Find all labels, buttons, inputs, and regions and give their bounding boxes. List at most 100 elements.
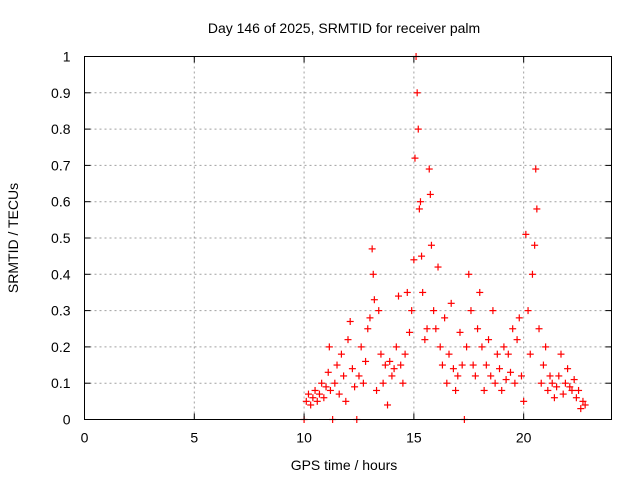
y-tick-label: 0.7 [51,157,71,173]
data-point [340,372,348,380]
data-point [478,343,486,351]
data-point [318,379,326,387]
data-point [469,361,477,369]
data-point [513,336,521,344]
data-point [447,299,455,307]
data-point [570,376,578,384]
y-tick-label: 0.9 [51,85,71,101]
data-point [416,198,424,206]
data-point [346,317,354,325]
data-point [333,361,341,369]
data-point [322,383,330,391]
data-point [531,241,539,249]
data-point [369,270,377,278]
data-point [458,361,466,369]
data-point [399,379,407,387]
y-tick-label: 0.1 [51,375,71,391]
chart-title: Day 146 of 2025, SRMTID for receiver pal… [208,20,480,36]
data-point [485,336,493,344]
data-point [568,386,576,394]
data-point [403,288,411,296]
data-point [557,350,565,358]
data-point [418,252,426,260]
data-point [432,325,440,333]
data-point [544,386,552,394]
data-point [548,379,556,387]
data-point [384,401,392,409]
data-point [408,307,416,315]
data-point [405,328,413,336]
data-point [535,325,543,333]
data-point [375,307,383,315]
data-point [467,307,475,315]
data-point [379,379,387,387]
data-point [311,386,319,394]
data-point [335,390,343,398]
data-point [410,256,418,264]
data-point [415,205,423,213]
data-point [401,350,409,358]
data-point [413,89,421,97]
data-point [566,383,574,391]
data-point [434,263,442,271]
data-point [364,325,372,333]
data-point [386,357,394,365]
data-point [368,245,376,253]
data-point [392,343,400,351]
data-point [476,288,484,296]
data-point [304,390,312,398]
data-point [414,125,422,133]
grid-layer [84,56,612,420]
data-point [423,325,431,333]
data-point [436,343,444,351]
data-point [342,397,350,405]
data-point [302,397,310,405]
axis-ticks: 0 5 10 15 20 0 0.1 0.2 0.3 0.4 0.5 0.6 0.7 0.8 0.9 1 [51,49,612,446]
data-point [465,270,473,278]
data-point [515,314,523,322]
data-point [307,401,315,409]
data-point [411,154,419,162]
data-point [370,296,378,304]
data-point [449,365,457,373]
data-point [564,365,572,373]
data-point [474,325,482,333]
y-tick-label: 0.2 [51,339,71,355]
data-point [325,343,333,351]
data-point [320,394,328,402]
data-point [362,357,370,365]
data-point [509,325,517,333]
data-point [504,350,512,358]
data-point [561,379,569,387]
y-tick-label: 1 [63,49,71,65]
data-point [359,379,367,387]
data-point [528,270,536,278]
data-point [577,405,585,413]
data-point [430,307,438,315]
data-point [526,350,534,358]
data-point [425,165,433,173]
y-axis-label: SRMTID / TECUs [5,183,21,293]
x-tick-label: 0 [81,430,89,446]
data-point [502,376,510,384]
y-tick-label: 0.4 [51,266,71,282]
data-point [491,379,499,387]
data-point [579,397,587,405]
data-point [506,368,514,376]
data-point [438,361,446,369]
data-point [366,314,374,322]
data-point [498,386,506,394]
data-point [395,292,403,300]
data-point [348,365,356,373]
data-point [452,386,460,394]
y-tick-label: 0.5 [51,230,71,246]
data-point [390,365,398,373]
data-point [532,165,540,173]
data-point [533,205,541,213]
data-point [559,390,567,398]
plot-frame [84,56,612,420]
data-point [315,390,323,398]
data-point [522,230,530,238]
x-tick-label: 15 [406,430,422,446]
